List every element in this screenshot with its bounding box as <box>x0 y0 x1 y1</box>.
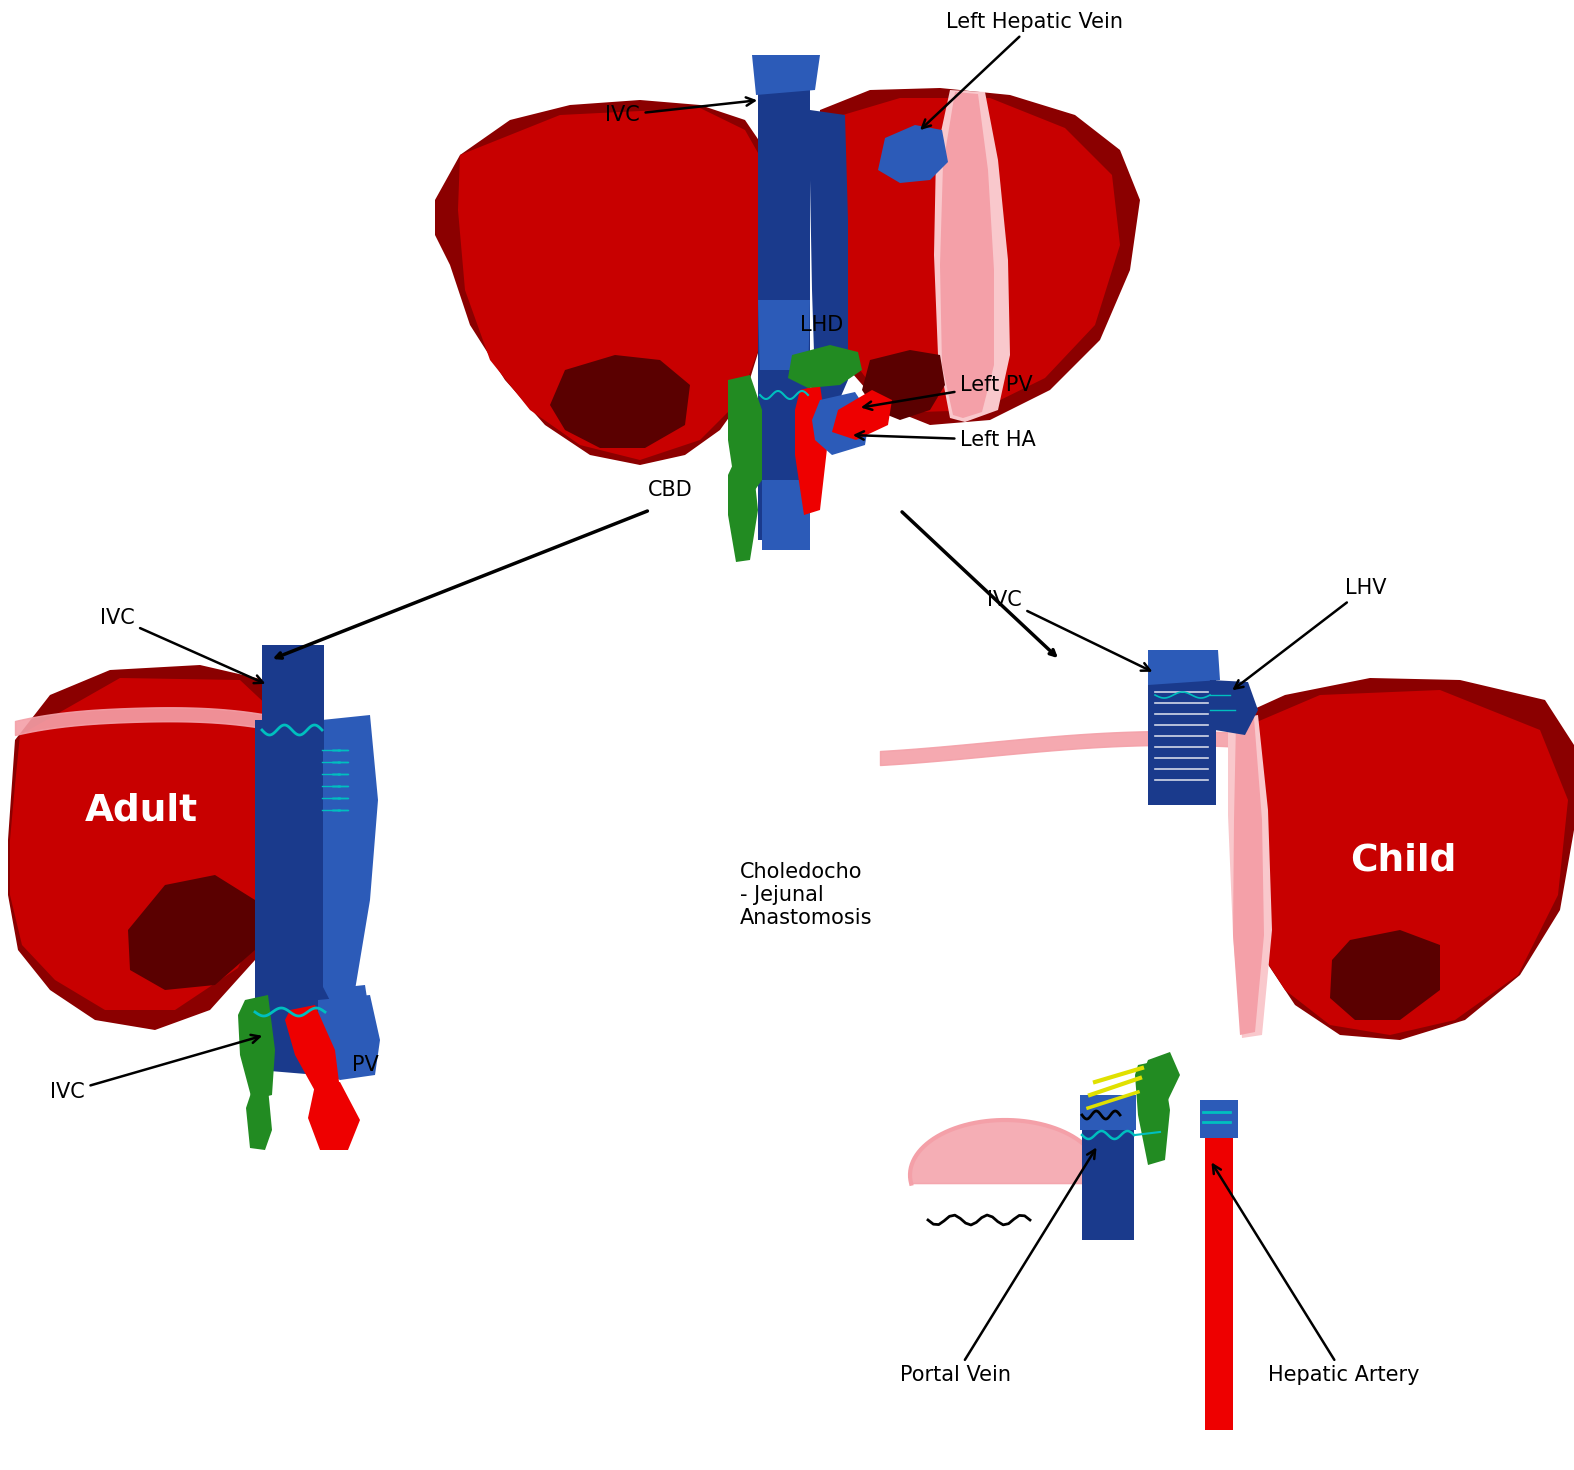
Polygon shape <box>863 350 944 420</box>
Polygon shape <box>238 995 275 1100</box>
Polygon shape <box>1239 689 1568 1035</box>
Polygon shape <box>246 1088 272 1150</box>
Text: Left PV: Left PV <box>864 375 1033 410</box>
Polygon shape <box>8 664 301 1030</box>
Polygon shape <box>318 985 375 1075</box>
Polygon shape <box>1228 714 1272 1038</box>
Polygon shape <box>1135 1060 1169 1166</box>
Bar <box>1199 1100 1239 1138</box>
Bar <box>255 720 323 1010</box>
Polygon shape <box>729 375 762 500</box>
Polygon shape <box>729 456 759 562</box>
Polygon shape <box>320 714 378 1000</box>
Text: IVC: IVC <box>987 589 1151 670</box>
Polygon shape <box>458 107 762 460</box>
Bar <box>1147 650 1217 806</box>
Polygon shape <box>1138 1053 1180 1102</box>
Polygon shape <box>9 678 294 1010</box>
Text: LHV: LHV <box>1234 578 1387 688</box>
Bar <box>261 645 324 750</box>
Text: IVC: IVC <box>606 97 754 125</box>
Bar <box>1206 1130 1232 1430</box>
Polygon shape <box>752 54 820 96</box>
Polygon shape <box>255 985 340 1075</box>
Polygon shape <box>825 98 1121 412</box>
Polygon shape <box>549 354 689 448</box>
Bar <box>759 370 811 539</box>
Polygon shape <box>1147 650 1220 685</box>
Bar <box>1080 1095 1136 1130</box>
Polygon shape <box>759 300 811 381</box>
Polygon shape <box>933 90 1011 422</box>
Text: Adult: Adult <box>85 792 198 828</box>
Bar <box>258 989 318 1064</box>
Polygon shape <box>1206 681 1258 735</box>
Text: CBD: CBD <box>648 481 693 500</box>
Polygon shape <box>818 88 1140 425</box>
Polygon shape <box>795 385 828 514</box>
Polygon shape <box>940 93 995 417</box>
Polygon shape <box>1330 931 1440 1020</box>
Text: Child: Child <box>1350 842 1456 878</box>
Bar <box>759 54 811 375</box>
Polygon shape <box>434 100 762 465</box>
Polygon shape <box>1229 678 1574 1039</box>
Polygon shape <box>789 345 863 388</box>
Text: Portal Vein: Portal Vein <box>900 1150 1096 1385</box>
Polygon shape <box>812 392 870 456</box>
Text: IVC: IVC <box>50 1035 260 1102</box>
Bar <box>1081 1120 1133 1241</box>
Polygon shape <box>833 390 892 440</box>
Text: IVC: IVC <box>101 609 263 684</box>
Polygon shape <box>811 110 848 415</box>
Text: Left HA: Left HA <box>856 431 1036 450</box>
Polygon shape <box>878 125 948 182</box>
Bar <box>762 481 811 550</box>
Polygon shape <box>318 995 379 1080</box>
Polygon shape <box>309 1082 360 1150</box>
Text: Left Hepatic Vein: Left Hepatic Vein <box>922 12 1124 128</box>
Polygon shape <box>910 1120 1100 1183</box>
Polygon shape <box>127 875 255 989</box>
Polygon shape <box>1232 717 1264 1035</box>
Polygon shape <box>285 1005 340 1100</box>
Text: Choledocho
- Jejunal
Anastomosis: Choledocho - Jejunal Anastomosis <box>740 861 872 928</box>
Text: PV: PV <box>353 1055 379 1075</box>
Text: LHD: LHD <box>800 315 844 335</box>
Text: Hepatic Artery: Hepatic Artery <box>1214 1164 1420 1385</box>
